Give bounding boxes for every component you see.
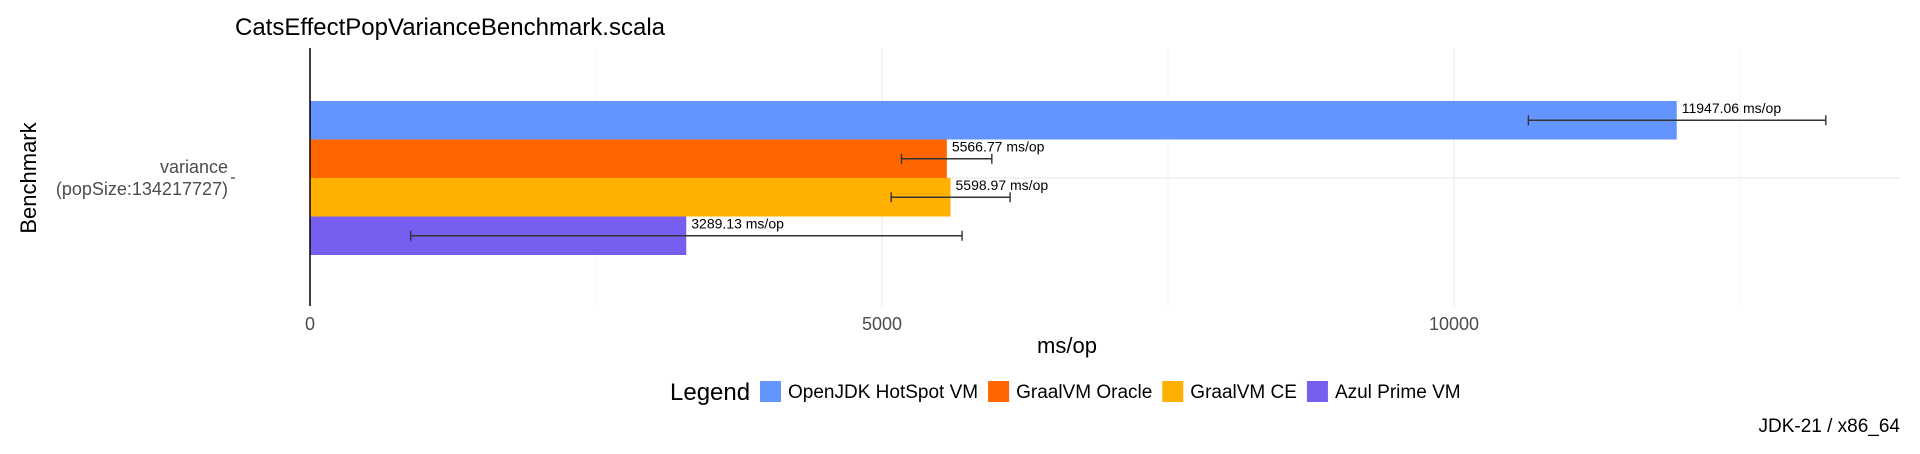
legend-swatch xyxy=(1306,381,1328,402)
legend-swatch xyxy=(1162,381,1184,402)
x-tick-label: 10000 xyxy=(1429,314,1479,334)
category-labels: variance (popSize:134217727) xyxy=(56,157,235,199)
data-label: 5598.97 ms/op xyxy=(956,177,1049,193)
chart-caption: JDK-21 / x86_64 xyxy=(1758,416,1900,437)
data-label: 11947.06 ms/op xyxy=(1682,100,1782,116)
data-label: 5566.77 ms/op xyxy=(952,139,1045,155)
x-axis-title: ms/op xyxy=(1037,333,1097,358)
bar xyxy=(310,178,951,217)
legend-label: Azul Prime VM xyxy=(1335,382,1461,403)
y-axis-title: Benchmark xyxy=(16,121,41,233)
data-label: 3289.13 ms/op xyxy=(691,216,784,232)
legend-swatch xyxy=(988,381,1010,402)
legend-swatch xyxy=(760,381,781,402)
legend: Legend OpenJDK HotSpot VM GraalVM Oracle G… xyxy=(670,379,1461,406)
bar xyxy=(310,139,947,178)
legend-label: OpenJDK HotSpot VM xyxy=(788,382,978,403)
legend-label: GraalVM CE xyxy=(1190,382,1297,403)
x-tick-label: 5000 xyxy=(862,314,902,334)
x-axis-ticks: 0 5000 10000 xyxy=(305,314,1479,334)
legend-title: Legend xyxy=(670,379,750,406)
legend-label: GraalVM Oracle xyxy=(1016,382,1152,403)
bars: 11947.06 ms/op 5566.77 ms/op 5598.97 ms/op… xyxy=(310,100,1827,255)
x-tick-label: 0 xyxy=(305,314,315,334)
category-label: variance (popSize:134217727) xyxy=(56,157,228,199)
bar xyxy=(310,101,1677,140)
chart-title: CatsEffectPopVarianceBenchmark.scala xyxy=(235,14,666,41)
